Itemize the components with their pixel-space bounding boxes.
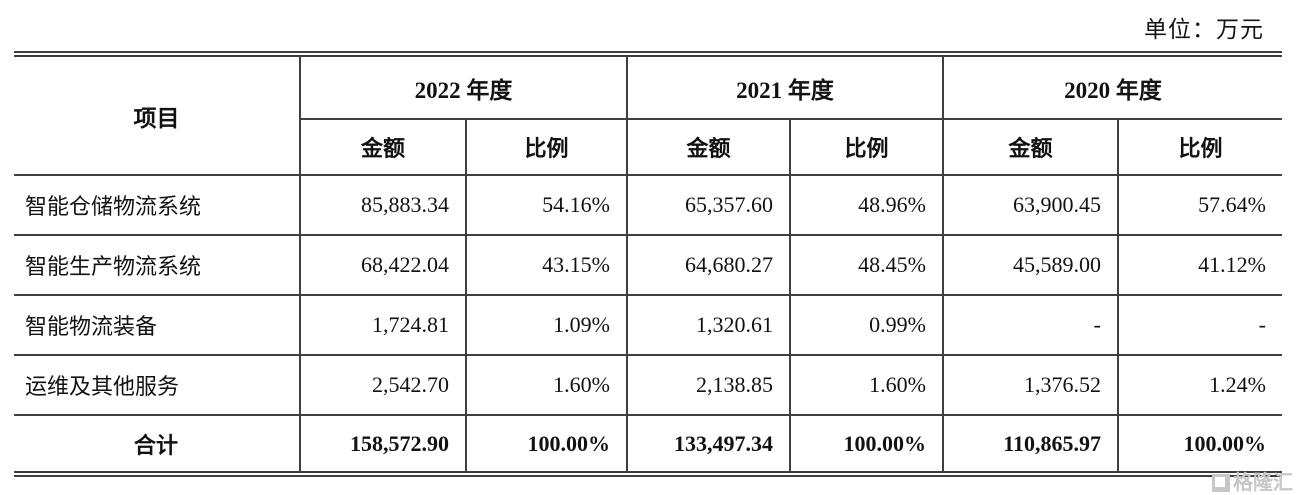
header-row-subcolumns: 金额 比例 金额 比例 金额 比例 xyxy=(14,119,1282,176)
total-label: 合计 xyxy=(133,432,178,458)
cell-2021-ratio: 48.45% xyxy=(789,235,943,296)
header-ratio-2021: 比例 xyxy=(789,119,943,176)
table-row: 运维及其他服务 2,542.70 1.60% 2,138.85 1.60% 1,… xyxy=(14,355,1282,416)
header-amount-2021: 金额 xyxy=(626,119,790,176)
cell-2021-amount: 64,680.27 xyxy=(626,235,790,296)
cell-2021-ratio: 48.96% xyxy=(789,175,943,236)
gelonghui-logo-icon xyxy=(1212,474,1230,492)
cell-2020-ratio: 41.12% xyxy=(1117,235,1282,296)
unit-label: 单位：万元 xyxy=(1144,17,1264,42)
row-label: 运维及其他服务 xyxy=(14,355,300,416)
table-row: 智能物流装备 1,724.81 1.09% 1,320.61 0.99% - - xyxy=(14,295,1282,356)
cell-2022-amount: 1,724.81 xyxy=(299,295,466,356)
cell-2020-amount: 63,900.45 xyxy=(942,175,1118,236)
header-row-years: 项目 2022 年度 2021 年度 2020 年度 xyxy=(14,57,1282,176)
header-year-2022: 2022 年度 xyxy=(299,57,627,120)
total-row: 合计 158,572.90 100.00% 133,497.34 100.00%… xyxy=(14,415,1282,471)
gelonghui-brand-text: 格隆汇 xyxy=(1233,472,1293,494)
header-year-2021: 2021 年度 xyxy=(626,57,943,120)
header-year-2020: 2020 年度 xyxy=(942,57,1282,120)
cell-2020-ratio: 1.24% xyxy=(1117,355,1282,416)
cell-2022-ratio: 1.09% xyxy=(465,295,627,356)
gelonghui-watermark: 格隆汇 xyxy=(1212,473,1293,493)
total-2020-amount: 110,865.97 xyxy=(942,415,1118,471)
header-ratio-2022: 比例 xyxy=(465,119,627,176)
cell-2022-ratio: 1.60% xyxy=(465,355,627,416)
cell-2020-ratio: 57.64% xyxy=(1117,175,1282,236)
cell-2021-ratio: 0.99% xyxy=(789,295,943,356)
total-2022-amount: 158,572.90 xyxy=(299,415,466,471)
cell-2020-amount: - xyxy=(942,295,1118,356)
table-row: 智能仓储物流系统 85,883.34 54.16% 65,357.60 48.9… xyxy=(14,175,1282,236)
cell-2022-amount: 2,542.70 xyxy=(299,355,466,416)
revenue-breakdown-table: 项目 2022 年度 2021 年度 2020 年度 金额 比例 金额 比例 金… xyxy=(14,51,1282,477)
table-row: 智能生产物流系统 68,422.04 43.15% 64,680.27 48.4… xyxy=(14,235,1282,296)
cell-2022-ratio: 43.15% xyxy=(465,235,627,296)
cell-2021-ratio: 1.60% xyxy=(789,355,943,416)
cell-2022-ratio: 54.16% xyxy=(465,175,627,236)
header-item: 项目 xyxy=(14,57,300,176)
cell-2022-amount: 85,883.34 xyxy=(299,175,466,236)
cell-2021-amount: 65,357.60 xyxy=(626,175,790,236)
header-amount-2020: 金额 xyxy=(942,119,1118,176)
total-2020-ratio: 100.00% xyxy=(1117,415,1282,471)
header-ratio-2020: 比例 xyxy=(1117,119,1282,176)
total-2021-amount: 133,497.34 xyxy=(626,415,790,471)
cell-2020-ratio: - xyxy=(1117,295,1282,356)
total-2021-ratio: 100.00% xyxy=(789,415,943,471)
cell-2020-amount: 1,376.52 xyxy=(942,355,1118,416)
cell-2020-amount: 45,589.00 xyxy=(942,235,1118,296)
row-label: 智能物流装备 xyxy=(14,295,300,356)
cell-2021-amount: 1,320.61 xyxy=(626,295,790,356)
header-amount-2022: 金额 xyxy=(299,119,466,176)
total-2022-ratio: 100.00% xyxy=(465,415,627,471)
row-label: 智能生产物流系统 xyxy=(14,235,300,296)
cell-2021-amount: 2,138.85 xyxy=(626,355,790,416)
row-label: 智能仓储物流系统 xyxy=(14,175,300,236)
cell-2022-amount: 68,422.04 xyxy=(299,235,466,296)
